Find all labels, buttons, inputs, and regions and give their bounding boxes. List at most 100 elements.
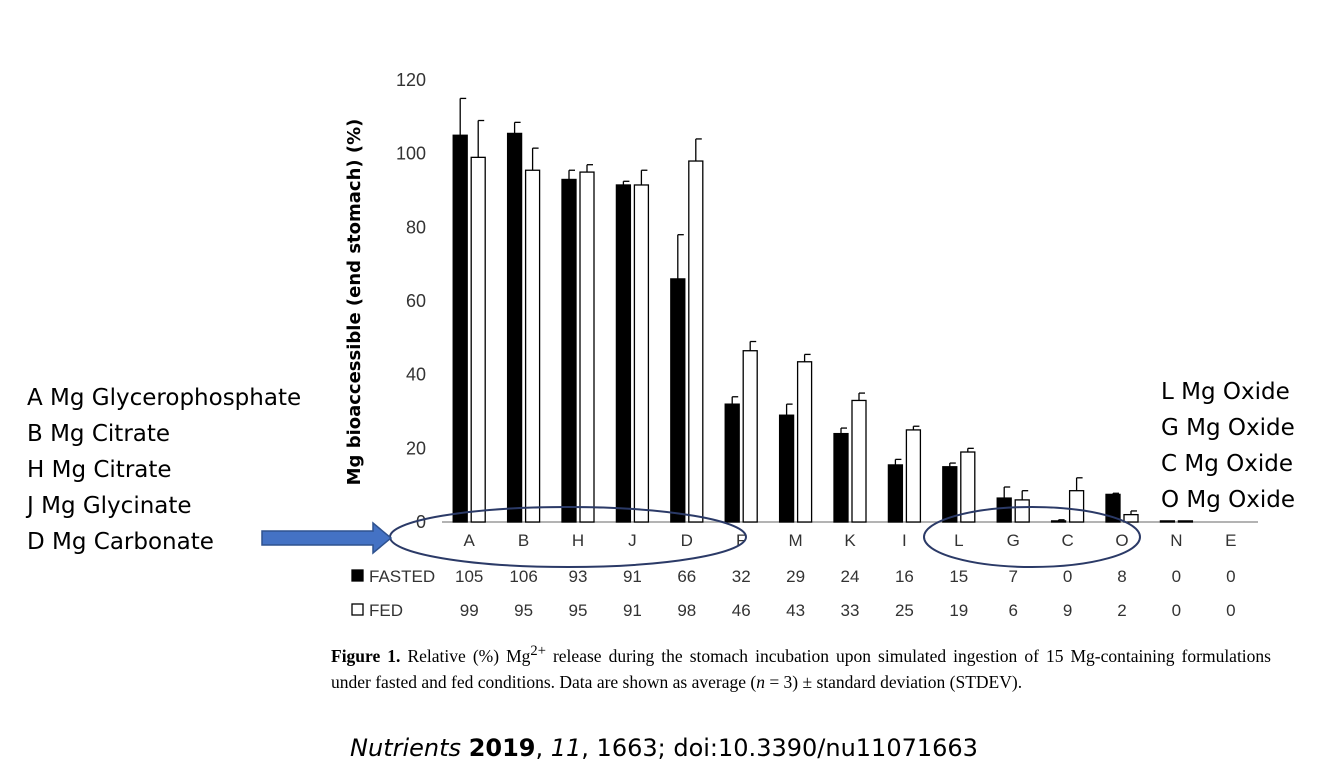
citation-volume: 11 bbox=[550, 734, 582, 762]
data-label-fasted: 29 bbox=[786, 567, 805, 586]
data-label-fasted: 24 bbox=[841, 567, 860, 586]
bar-fasted bbox=[506, 132, 523, 523]
x-tick-label: K bbox=[844, 531, 856, 550]
bar-fed bbox=[524, 169, 541, 523]
y-tick-label: 20 bbox=[406, 438, 426, 458]
bar-fed bbox=[470, 156, 486, 523]
legend-marker-fasted bbox=[351, 569, 364, 582]
data-label-fed: 9 bbox=[1063, 601, 1072, 620]
caption-n: n bbox=[756, 671, 765, 692]
data-label-fed: 0 bbox=[1172, 601, 1181, 620]
bar-fasted bbox=[1159, 520, 1176, 523]
bar-fed bbox=[796, 361, 813, 523]
bar-fed bbox=[633, 184, 650, 523]
bar-fasted bbox=[615, 184, 632, 523]
x-tick-label: E bbox=[1225, 531, 1236, 550]
data-label-fasted: 15 bbox=[949, 567, 968, 586]
citation: Nutrients 2019, 11, 1663; doi:10.3390/nu… bbox=[350, 734, 978, 762]
caption-text: = 3) ± standard deviation (STDEV). bbox=[764, 671, 1023, 692]
bar-fed bbox=[905, 429, 922, 523]
bar-fasted bbox=[1050, 520, 1067, 523]
data-label-fasted: 8 bbox=[1117, 567, 1126, 586]
data-label-fed: 95 bbox=[569, 601, 588, 620]
legend-right: L Mg Oxide G Mg Oxide C Mg Oxide O Mg Ox… bbox=[1161, 374, 1295, 518]
data-label-fasted: 0 bbox=[1172, 567, 1181, 586]
legend-label-fasted: FASTED bbox=[369, 567, 435, 586]
arrow-icon bbox=[261, 521, 393, 555]
y-tick-label: 0 bbox=[416, 512, 426, 532]
figure-caption: Figure 1. Relative (%) Mg2+ release duri… bbox=[331, 638, 1271, 695]
data-label-fed: 43 bbox=[786, 601, 805, 620]
x-tick-label: J bbox=[628, 531, 637, 550]
bar-fasted bbox=[996, 497, 1012, 523]
caption-text: release during the stomach incubation up… bbox=[331, 645, 1271, 692]
data-label-fed: 33 bbox=[841, 601, 860, 620]
data-label-fasted: 66 bbox=[677, 567, 696, 586]
bar-fasted bbox=[670, 278, 686, 523]
bar-fasted bbox=[778, 414, 795, 523]
caption-text: Relative (%) Mg bbox=[400, 645, 531, 666]
bar-fed bbox=[1068, 490, 1085, 523]
data-label-fed: 98 bbox=[677, 601, 696, 620]
ellipse-group-right bbox=[923, 506, 1141, 568]
legend-left-item: A Mg Glycerophosphate bbox=[27, 385, 302, 411]
bar-fed bbox=[688, 160, 704, 523]
bar-fasted bbox=[561, 178, 577, 523]
legend-left: A Mg Glycerophosphate B Mg Citrate H Mg … bbox=[27, 380, 301, 560]
data-label-fasted: 16 bbox=[895, 567, 914, 586]
data-label-fasted: 0 bbox=[1063, 567, 1072, 586]
bar-fed bbox=[742, 350, 758, 523]
x-tick-label: F bbox=[736, 531, 746, 550]
legend-left-item: D Mg Carbonate bbox=[27, 529, 214, 555]
caption-label: Figure 1. bbox=[331, 645, 401, 666]
bar-fasted bbox=[724, 403, 740, 523]
y-axis-label: Mg bioaccessible (end stomach) (%) bbox=[344, 119, 365, 486]
bar-fed bbox=[851, 399, 867, 523]
bar-fed bbox=[1014, 499, 1030, 523]
bar-fasted bbox=[887, 464, 904, 523]
y-tick-label: 40 bbox=[406, 365, 426, 385]
x-tick-label: L bbox=[954, 531, 963, 550]
x-tick-label: G bbox=[1007, 531, 1020, 550]
bar-fed bbox=[1123, 513, 1139, 523]
y-tick-label: 120 bbox=[396, 70, 426, 90]
legend-right-item: C Mg Oxide bbox=[1161, 451, 1293, 477]
legend-left-item: B Mg Citrate bbox=[27, 421, 171, 447]
x-tick-label: D bbox=[681, 531, 693, 550]
data-label-fed: 2 bbox=[1117, 601, 1126, 620]
citation-year: 2019 bbox=[468, 734, 536, 762]
x-tick-label: N bbox=[1170, 531, 1182, 550]
data-label-fed: 0 bbox=[1226, 601, 1235, 620]
legend-left-item: H Mg Citrate bbox=[27, 457, 172, 483]
bar-fed bbox=[579, 171, 595, 523]
x-tick-label: B bbox=[518, 531, 529, 550]
legend-marker-fed bbox=[351, 603, 364, 616]
x-tick-label: C bbox=[1061, 531, 1073, 550]
legend-label-fed: FED bbox=[369, 601, 403, 620]
y-tick-label: 100 bbox=[396, 144, 426, 164]
citation-rest: , 1663; doi:10.3390/nu11071663 bbox=[581, 734, 978, 762]
bar-fasted bbox=[452, 134, 468, 523]
data-label-fasted: 7 bbox=[1008, 567, 1017, 586]
data-label-fasted: 105 bbox=[455, 567, 483, 586]
legend-right-item: G Mg Oxide bbox=[1161, 415, 1295, 441]
data-label-fed: 46 bbox=[732, 601, 751, 620]
legend-right-item: O Mg Oxide bbox=[1161, 487, 1296, 513]
x-tick-label: M bbox=[789, 531, 803, 550]
data-label-fasted: 91 bbox=[623, 567, 642, 586]
bar-fed bbox=[1177, 520, 1194, 523]
data-label-fasted: 32 bbox=[732, 567, 751, 586]
data-label-fed: 95 bbox=[514, 601, 533, 620]
bars bbox=[452, 97, 1194, 523]
data-label-fed: 19 bbox=[949, 601, 968, 620]
x-tick-label: O bbox=[1115, 531, 1128, 550]
data-label-fasted: 0 bbox=[1226, 567, 1235, 586]
data-table: 1059910695939591916698324629432433162515… bbox=[351, 567, 1236, 620]
y-tick-label: 80 bbox=[406, 217, 426, 237]
data-label-fasted: 93 bbox=[569, 567, 588, 586]
caption-superscript: 2+ bbox=[530, 643, 546, 659]
y-axis: 0 20 40 60 80 100 120 bbox=[396, 70, 1258, 532]
data-label-fed: 6 bbox=[1008, 601, 1017, 620]
